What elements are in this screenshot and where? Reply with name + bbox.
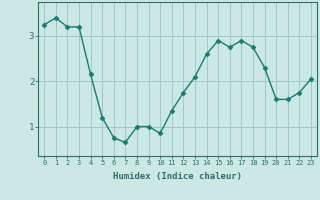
X-axis label: Humidex (Indice chaleur): Humidex (Indice chaleur): [113, 172, 242, 181]
